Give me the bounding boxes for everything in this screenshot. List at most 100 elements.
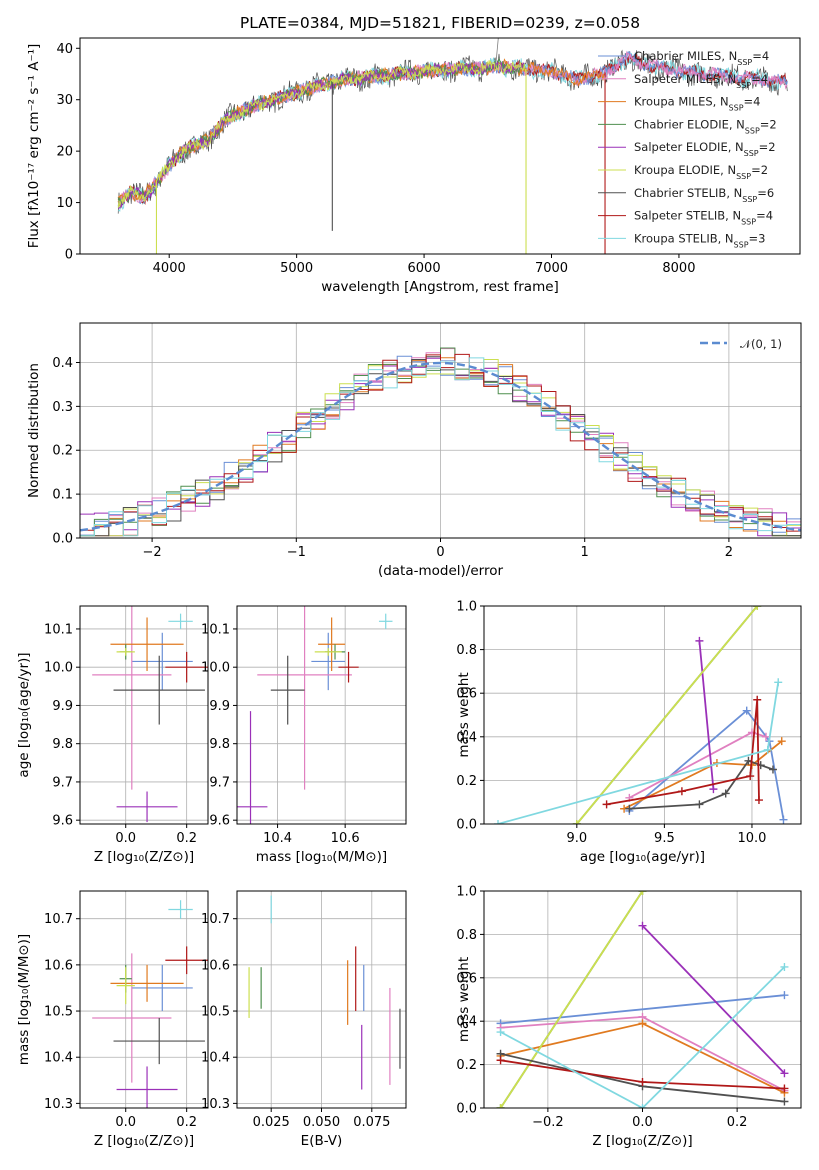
axes-frame (79, 37, 801, 255)
histogram-steps (80, 356, 801, 537)
weight-line (500, 966, 786, 1108)
legend-count: =4 (756, 209, 773, 223)
histogram-steps (80, 357, 801, 537)
y-tick-label: 0.2 (456, 1058, 477, 1073)
spectrum-panel: PLATE=0384, MJD=51821, FIBERID=0239, z=0… (26, 14, 801, 295)
weight-marker (695, 800, 704, 809)
legend-count: =2 (760, 117, 777, 131)
weight-marker (496, 1056, 505, 1065)
y-tick-label: 0.4 (456, 1015, 477, 1030)
legend-label: Salpeter ELODIE, NSSP=2 (634, 140, 776, 158)
weight-marker (494, 820, 503, 824)
weight-marker (638, 891, 647, 895)
y-tick-label: 0.0 (456, 818, 477, 833)
weight-marker (602, 800, 611, 809)
weight-marker (742, 706, 751, 715)
y-tick-label: 9.6 (52, 814, 73, 829)
plot-area (92, 606, 208, 823)
x-tick-label: 0 (436, 545, 444, 560)
weight-line (623, 740, 783, 810)
y-tick-label: 10.1 (44, 622, 73, 637)
legend-subscript: SSP (734, 240, 749, 249)
y-tick-label: 0.2 (456, 774, 477, 789)
legend-label: 𝒩(0, 1) (740, 337, 782, 351)
x-tick-label: 0.2 (176, 1115, 197, 1130)
x-tick-label: 10.4 (263, 831, 292, 846)
y-tick-label: 0.2 (52, 444, 73, 459)
weight-marker (761, 732, 770, 741)
x-tick-label: 1 (581, 545, 589, 560)
weight-marker (777, 737, 786, 746)
weight-marker (779, 815, 788, 824)
weight-line (576, 606, 758, 824)
y-tick-label: 10.0 (201, 661, 230, 676)
x-axis-label: mass [log₁₀(M/M⊙)] (256, 849, 387, 865)
gaussian-curve (80, 361, 801, 532)
weight-line (500, 994, 785, 1025)
weight-line (641, 925, 786, 1074)
x-tick-label: 0.025 (253, 1115, 290, 1130)
legend-label: Salpeter MILES, NSSP=4 (634, 72, 768, 90)
plot-area (92, 900, 208, 1108)
x-axis-label: (data-model)/error (378, 563, 504, 579)
weight-marker (721, 789, 730, 798)
legend-subscript: SSP (736, 80, 751, 89)
x-tick-label: 0.075 (353, 1115, 390, 1130)
legend-label: Chabrier ELODIE, NSSP=2 (634, 117, 777, 135)
axes-frame (236, 605, 407, 825)
weight-marker (625, 804, 634, 813)
weight-marker (780, 1097, 789, 1106)
legend-subscript: SSP (744, 149, 759, 158)
y-tick-label: 20 (56, 145, 73, 160)
y-axis-label: mass weight (456, 957, 472, 1042)
weight-marker (768, 765, 777, 774)
weight-marker (780, 962, 789, 971)
weight-marker (746, 772, 755, 781)
y-tick-label: 1.0 (456, 600, 477, 615)
x-axis-label: Z [log₁₀(Z/Z⊙)] (94, 849, 194, 865)
weight-marker (763, 745, 772, 754)
weight-marker (695, 636, 704, 645)
weight-marker (572, 820, 581, 824)
legend-subscript: SSP (745, 126, 760, 135)
spectrum-line (117, 60, 527, 208)
y-tick-label: 10.4 (44, 1051, 73, 1066)
spectrum-line (117, 57, 527, 206)
x-tick-label: 0.0 (115, 1115, 136, 1130)
y-tick-label: 10.6 (44, 958, 73, 973)
spectrum-title: PLATE=0384, MJD=51821, FIBERID=0239, z=0… (240, 14, 640, 32)
y-axis-label: mass [log₁₀(M/M⊙)] (16, 934, 32, 1065)
weight-line (499, 891, 644, 1108)
y-tick-label: 9.9 (52, 699, 73, 714)
legend-count: =6 (757, 186, 774, 200)
plot-area (248, 895, 401, 1090)
y-tick-label: 0.8 (456, 928, 477, 943)
y-tick-label: 0.8 (456, 643, 477, 658)
legend-count: =4 (751, 72, 768, 86)
x-tick-label: 6000 (408, 261, 441, 276)
weight-marker (677, 787, 686, 796)
mass-weight-vs-age-panel: 9.0 9.5 10.0 0.0 0.2 0.4 0.6 0.8 1.0 age [log₁₀(a… (456, 600, 802, 865)
y-axis-label: mass weight (456, 672, 472, 757)
weight-marker (774, 678, 783, 687)
x-tick-label: −2 (143, 545, 162, 560)
x-tick-label: 10.0 (737, 831, 766, 846)
weight-marker (496, 1104, 505, 1108)
residual-histogram-panel: 𝒩(0, 1) −2 −1 0 1 2 0.0 0.1 0.2 0.3 0.4 (data-model… (26, 322, 802, 579)
weight-marker (709, 785, 718, 794)
legend-label: Chabrier STELIB, NSSP=6 (634, 186, 774, 204)
weight-marker (780, 1069, 789, 1078)
y-tick-label: 0.0 (456, 1102, 477, 1117)
y-tick-label: 10.6 (201, 958, 230, 973)
x-tick-label: 9.5 (654, 831, 675, 846)
x-tick-label: 0.2 (176, 831, 197, 846)
y-tick-label: 10.5 (201, 1005, 230, 1020)
spectrum-spike (495, 38, 499, 69)
plot-area (496, 891, 789, 1108)
y-tick-label: 10.4 (201, 1051, 230, 1066)
x-tick-label: 0.050 (303, 1115, 340, 1130)
y-axis-label: age [log₁₀(age/yr)] (16, 652, 32, 777)
legend-subscript: SSP (729, 103, 744, 112)
y-tick-label: 9.7 (52, 775, 73, 790)
